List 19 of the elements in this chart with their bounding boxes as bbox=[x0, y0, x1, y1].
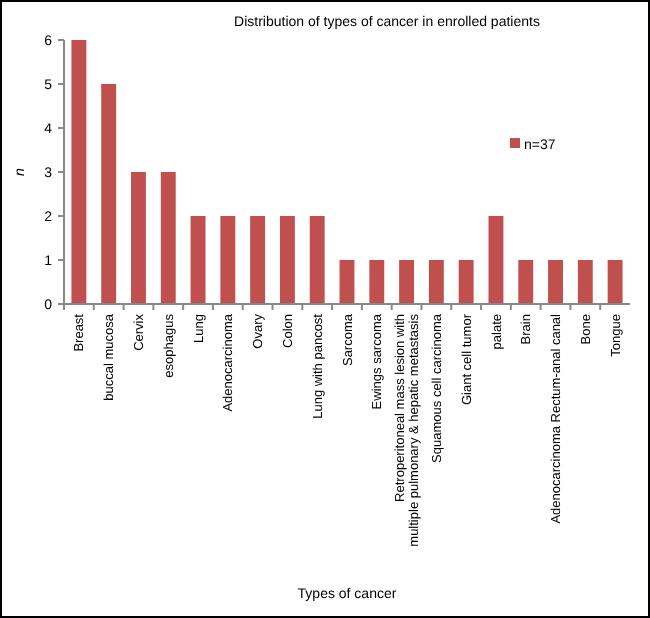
bar bbox=[220, 216, 236, 304]
bar bbox=[577, 260, 593, 304]
bar bbox=[607, 260, 623, 304]
bar bbox=[190, 216, 206, 304]
bar bbox=[458, 260, 474, 304]
bar bbox=[428, 260, 444, 304]
bar bbox=[71, 40, 87, 304]
bar bbox=[399, 260, 415, 304]
bar bbox=[279, 216, 295, 304]
bar bbox=[309, 216, 325, 304]
bar bbox=[518, 260, 534, 304]
bar bbox=[250, 216, 266, 304]
bar bbox=[131, 172, 146, 304]
bar bbox=[101, 84, 117, 304]
bar bbox=[160, 172, 176, 304]
bar bbox=[369, 260, 385, 304]
bar bbox=[339, 260, 355, 304]
bar bbox=[488, 216, 504, 304]
bar bbox=[548, 260, 563, 304]
